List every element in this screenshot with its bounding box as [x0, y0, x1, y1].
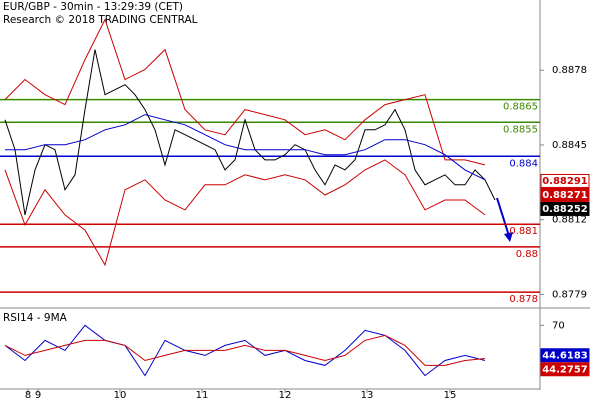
series-line	[4, 324, 486, 377]
series-line	[5, 114, 486, 181]
price-tag-label: 44.6183	[542, 350, 588, 361]
forecast-arrow	[496, 197, 510, 237]
series-line	[4, 18, 486, 166]
price-tag	[540, 348, 590, 363]
x-tick-label: 9	[35, 390, 41, 400]
level-label: 0.88	[516, 249, 538, 260]
price-tag-label: 44.2757	[542, 364, 588, 375]
x-tick-label: 15	[444, 390, 457, 400]
price-tag-label: 0.88291	[542, 176, 588, 187]
x-tick-label: 8	[25, 390, 31, 400]
price-tag	[540, 201, 590, 216]
y-tick-label: 70	[552, 320, 565, 331]
chart-subtitle: Research © 2018 TRADING CENTRAL	[3, 14, 198, 26]
y-tick-label: 0.8779	[552, 289, 587, 300]
series-line	[4, 334, 486, 366]
y-tick-label: 0.8845	[552, 140, 587, 151]
x-tick-label: 13	[361, 390, 374, 400]
price-tag	[540, 187, 590, 202]
price-tag-label: 0.88252	[542, 204, 588, 215]
level-label: 0.8855	[503, 124, 538, 135]
level-label: 0.881	[509, 226, 538, 237]
y-tick-label: 0.8812	[552, 215, 587, 226]
x-tick-label: 11	[196, 390, 209, 400]
series-line	[4, 159, 486, 267]
panel-title: RSI14 - 9MA	[3, 312, 68, 324]
forecast-arrow-head	[504, 232, 513, 242]
price-tag	[540, 173, 590, 188]
x-tick-label: 10	[114, 390, 127, 400]
price-tag	[540, 362, 590, 377]
chart-title: EUR/GBP - 30min - 13:29:39 (CET)	[3, 1, 183, 13]
price-tag-label: 0.88271	[542, 190, 588, 201]
level-label: 0.878	[509, 294, 538, 305]
x-tick-label: 12	[279, 390, 292, 400]
level-label: 0.8865	[503, 102, 538, 113]
level-label: 0.884	[509, 158, 538, 169]
y-tick-label: 0.8878	[552, 65, 587, 76]
series-line	[4, 49, 496, 216]
